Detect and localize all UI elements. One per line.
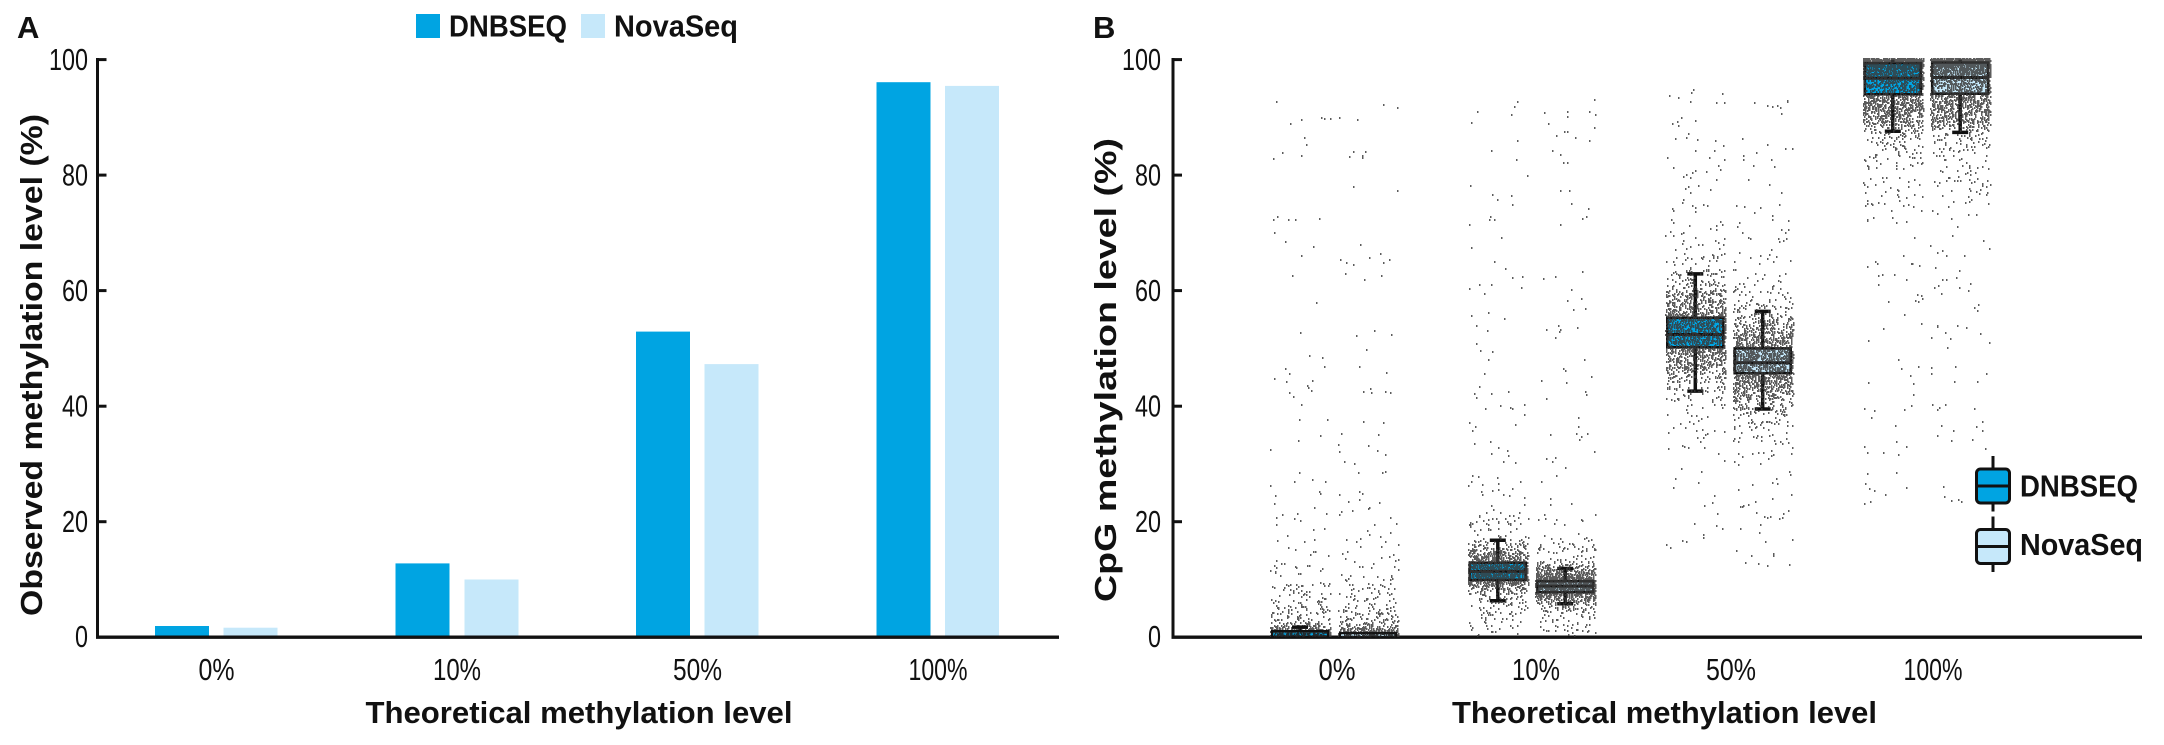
svg-text:0%: 0% bbox=[1319, 652, 1356, 687]
svg-text:Theoretical methylation level: Theoretical methylation level bbox=[1452, 695, 1877, 730]
svg-text:NovaSeq: NovaSeq bbox=[2020, 527, 2143, 562]
svg-text:10%: 10% bbox=[433, 652, 481, 687]
svg-text:50%: 50% bbox=[673, 652, 722, 687]
svg-text:60: 60 bbox=[1135, 273, 1161, 308]
svg-text:20: 20 bbox=[62, 504, 88, 539]
svg-text:Theoretical methylation level: Theoretical methylation level bbox=[366, 695, 793, 730]
svg-text:NovaSeq: NovaSeq bbox=[614, 9, 738, 44]
svg-text:100: 100 bbox=[49, 42, 88, 77]
svg-text:100%: 100% bbox=[909, 652, 968, 687]
svg-text:40: 40 bbox=[62, 389, 88, 424]
svg-text:CpG methylation level (%): CpG methylation level (%) bbox=[1088, 138, 1123, 602]
svg-text:50%: 50% bbox=[1706, 652, 1756, 687]
svg-text:60: 60 bbox=[62, 273, 88, 308]
svg-text:100%: 100% bbox=[1904, 652, 1963, 687]
svg-text:80: 80 bbox=[62, 158, 88, 193]
svg-text:Observed methylation level (%): Observed methylation level (%) bbox=[14, 114, 49, 616]
svg-text:0: 0 bbox=[75, 619, 88, 654]
svg-text:10%: 10% bbox=[1512, 652, 1560, 687]
svg-text:100: 100 bbox=[1122, 42, 1161, 77]
svg-text:0: 0 bbox=[1148, 619, 1161, 654]
svg-text:20: 20 bbox=[1135, 504, 1161, 539]
svg-text:40: 40 bbox=[1135, 389, 1161, 424]
svg-text:0%: 0% bbox=[199, 652, 235, 687]
svg-text:DNBSEQ: DNBSEQ bbox=[449, 9, 567, 44]
svg-text:A: A bbox=[17, 10, 39, 45]
svg-text:80: 80 bbox=[1135, 158, 1161, 193]
svg-text:B: B bbox=[1093, 10, 1115, 45]
svg-text:DNBSEQ: DNBSEQ bbox=[2020, 469, 2138, 504]
